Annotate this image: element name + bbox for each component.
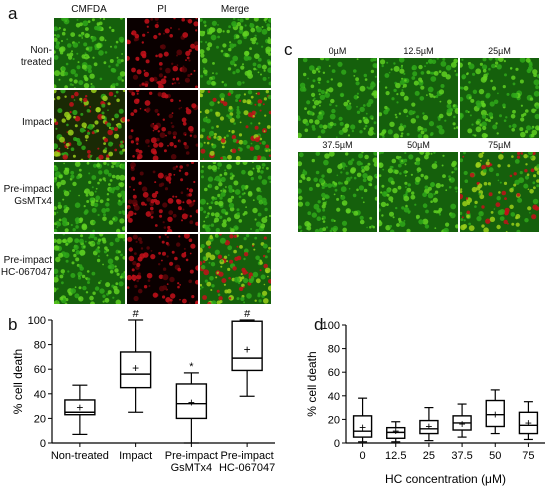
micrograph-a-r1-c3 [199, 17, 272, 89]
b-box [64, 399, 96, 416]
d-ylabel: % cell death [305, 351, 319, 416]
micrograph-c-2 [459, 57, 540, 139]
d-ytick-label: 60 [328, 367, 340, 379]
d-mean-marker: + [359, 421, 366, 435]
conc-label-4: 50µM [378, 139, 459, 151]
d-ytick-label: 80 [328, 344, 340, 356]
panel-b-letter: b [8, 315, 18, 334]
b-ytick-label: 20 [34, 413, 46, 425]
d-mean-marker: + [459, 417, 466, 431]
panel-d-letter: d [314, 315, 324, 334]
b-ytick-label: 80 [34, 340, 46, 352]
b-xtick-label: HC-067047 [219, 462, 275, 474]
b-ytick-label: 40 [34, 389, 46, 401]
conc-label-0: 0µM [297, 45, 378, 57]
col-label-pi: PI [157, 4, 167, 15]
boxplot-d: 0 20 40 60 80 100 % cell death +0 +12.5 +25 +37.5 +… [305, 320, 545, 486]
micrograph-a-r1-c1 [53, 17, 126, 89]
row-label-non-treated: Non-treated [20, 45, 52, 68]
d-ytick-label: 40 [328, 391, 340, 403]
b-ytick-label: 0 [40, 438, 46, 450]
d-box [485, 399, 505, 428]
b-xtick-label: Non-treated [51, 450, 109, 462]
b-box [119, 351, 152, 389]
d-ytick-label: 100 [322, 320, 340, 332]
conc-label-5: 75µM [459, 139, 540, 151]
b-xtick-label: Pre-impact [165, 450, 218, 462]
micrograph-a-r2-c2 [126, 89, 199, 161]
b-xtick-label: GsMTx4 [171, 462, 213, 474]
micrograph-a-r4-c1 [53, 233, 126, 305]
d-mean-marker: + [425, 419, 432, 433]
b-ylabel: % cell death [11, 349, 25, 414]
b-mean-marker: + [132, 361, 139, 375]
b-mean-marker: + [76, 400, 83, 414]
col-label-cmfda: CMFDA [71, 4, 107, 15]
micrograph-c-3 [297, 151, 378, 233]
micrograph-a-r4-c2 [126, 233, 199, 305]
micrograph-a-r2-c3 [199, 89, 272, 161]
d-ytick-label: 0 [334, 438, 340, 450]
micrograph-a-r3-c1 [53, 161, 126, 233]
b-ytick-label: 60 [34, 364, 46, 376]
b-significance-mark: # [244, 310, 251, 320]
d-ytick-label: 20 [328, 414, 340, 426]
conc-label-2: 25µM [459, 45, 540, 57]
boxplot-b: 0 20 40 60 80 100 % cell death + Non-treated + # Im… [11, 310, 275, 474]
b-box [175, 383, 208, 420]
panel-a-letter: a [8, 4, 18, 23]
d-xlabel: HC concentration (μM) [385, 472, 506, 486]
d-xtick-label: 37.5 [451, 450, 472, 462]
micrograph-a-r3-c2 [126, 161, 199, 233]
b-mean-marker: + [244, 343, 251, 357]
conc-label-1: 12.5µM [378, 45, 459, 57]
panel-c-letter: c [284, 40, 293, 59]
d-xtick-label: 50 [489, 450, 501, 462]
row-label-impact: Impact [21, 117, 52, 128]
d-xtick-label: 25 [423, 450, 435, 462]
b-significance-mark: # [133, 310, 140, 320]
d-xtick-label: 0 [360, 450, 366, 462]
d-xtick-label: 75 [522, 450, 534, 462]
micrograph-c-5 [459, 151, 540, 233]
microscopy-grid-c: 0µM 12.5µM 25µM 37.5µM 50µM 75µM [297, 45, 540, 233]
micrograph-c-0 [297, 57, 378, 139]
d-mean-marker: + [525, 416, 532, 430]
row-label-hc067047: Pre-impact HC-067047 [0, 255, 52, 278]
row-label-gsmtx4: Pre-impact GsMTx4 [3, 184, 52, 207]
b-ytick-label: 100 [28, 315, 46, 327]
conc-label-3: 37.5µM [297, 139, 378, 151]
micrograph-a-r3-c3 [199, 161, 272, 233]
micrograph-c-4 [378, 151, 459, 233]
b-box [231, 320, 263, 372]
b-xtick-label: Impact [119, 450, 152, 462]
d-box [419, 419, 439, 435]
b-xtick-label: Pre-impact [221, 450, 274, 462]
micrograph-a-r2-c1 [53, 89, 126, 161]
b-mean-marker: + [188, 395, 195, 409]
d-mean-marker: + [392, 424, 399, 438]
micrograph-c-1 [378, 57, 459, 139]
b-significance-mark: * [189, 361, 194, 373]
d-xtick-label: 12.5 [385, 450, 406, 462]
micrograph-a-r1-c2 [126, 17, 199, 89]
col-label-merge: Merge [220, 4, 250, 15]
microscopy-grid-a [53, 17, 272, 305]
d-box [518, 411, 539, 435]
micrograph-a-r4-c3 [199, 233, 272, 305]
d-mean-marker: + [492, 408, 499, 422]
